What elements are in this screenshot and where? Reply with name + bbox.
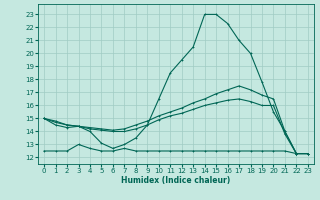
X-axis label: Humidex (Indice chaleur): Humidex (Indice chaleur) xyxy=(121,176,231,185)
